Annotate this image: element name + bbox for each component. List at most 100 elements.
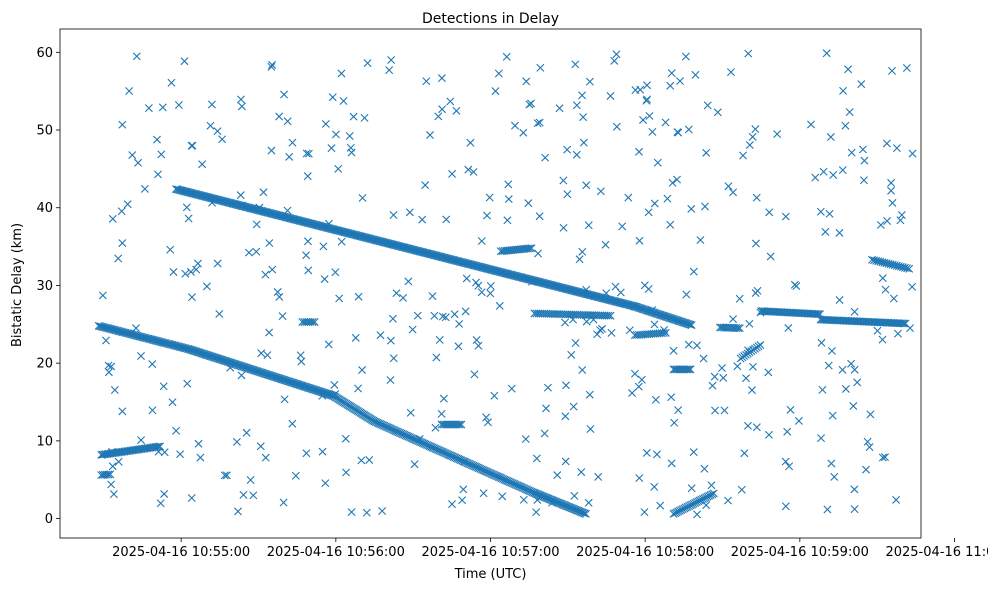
detection-point [244, 248, 253, 257]
detection-point [829, 171, 838, 179]
detection-point [878, 453, 887, 462]
detection-point [892, 495, 901, 504]
detection-point [726, 68, 735, 77]
detection-point [785, 462, 794, 471]
detection-point [733, 362, 742, 371]
detection-point [536, 63, 545, 72]
detection-point [207, 100, 216, 109]
detection-point [850, 485, 859, 494]
detection-point [304, 149, 313, 158]
detection-point [569, 315, 578, 324]
detection-point [472, 278, 481, 287]
detection-point [159, 382, 168, 391]
detection-point [612, 50, 621, 59]
detection-point [455, 420, 464, 429]
detection-point [724, 182, 733, 191]
detection-point [567, 350, 576, 359]
detection-point [454, 342, 463, 351]
detection-point [324, 340, 333, 349]
detection-point [656, 501, 665, 510]
detection-point [709, 489, 718, 498]
detection-point [354, 384, 363, 393]
detection-point [268, 265, 277, 274]
detection-point [302, 149, 311, 158]
detection-point [236, 95, 245, 104]
detection-point [643, 95, 652, 104]
detection-point [735, 294, 744, 303]
detection-point [319, 242, 328, 251]
detection-point [483, 211, 492, 220]
detection-point [308, 317, 317, 326]
detection-point [160, 448, 169, 457]
detection-point [324, 219, 333, 228]
detection-point [635, 474, 644, 483]
detection-point [242, 428, 251, 437]
detection-point [498, 492, 507, 501]
detection-point [102, 470, 111, 479]
x-tick-label: 2025-04-16 11:00:00 [885, 545, 988, 560]
detection-point [470, 370, 479, 379]
detection-point [132, 52, 141, 61]
detection-point [572, 150, 581, 159]
detection-point [389, 354, 398, 363]
detection-point [752, 193, 761, 202]
detection-point [519, 495, 528, 504]
detection-point [790, 280, 799, 289]
detection-point [426, 131, 435, 140]
detection-point [134, 158, 143, 167]
detection-point [578, 91, 587, 100]
detection-point [193, 259, 202, 268]
detection-point [533, 119, 542, 128]
detection-point [108, 462, 117, 471]
detection-point [765, 208, 774, 217]
detection-point [644, 208, 653, 217]
detection-point [410, 460, 419, 469]
detection-point [686, 365, 695, 374]
detection-point [847, 359, 856, 368]
detection-point [331, 130, 340, 139]
detection-point [117, 207, 126, 216]
detection-point [542, 404, 551, 413]
detection-point [745, 319, 754, 328]
detection-point [405, 208, 414, 217]
detection-point [349, 112, 358, 121]
detection-point [735, 324, 744, 333]
detection-point [882, 139, 891, 148]
detection-point [589, 315, 598, 324]
detection-point [102, 336, 110, 345]
detection-point [819, 167, 828, 176]
detection-point [865, 443, 874, 452]
detection-point [610, 56, 619, 65]
detection-point [434, 112, 443, 121]
detection-point [847, 148, 856, 157]
chart-title: Detections in Delay [422, 11, 559, 27]
detection-point [365, 455, 374, 464]
detection-point [708, 381, 717, 390]
detection-point [114, 457, 123, 466]
detection-point [748, 132, 757, 141]
detection-point [783, 427, 792, 436]
detection-point [218, 135, 227, 144]
detection-point [572, 101, 581, 110]
detection-point [331, 390, 340, 399]
detection-point [148, 360, 157, 369]
detection-point [541, 153, 550, 162]
detection-point [194, 439, 203, 448]
detection-point [873, 326, 882, 335]
detection-point [439, 394, 448, 403]
y-axis-label: Bistatic Delay (km) [10, 223, 25, 347]
y-tick-label: 0 [45, 512, 53, 527]
detection-point [642, 448, 651, 457]
detection-point [881, 285, 890, 294]
detection-point [452, 106, 461, 115]
detection-point [905, 264, 914, 273]
detection-point [160, 489, 169, 498]
detection-point [773, 130, 782, 139]
detection-point [323, 389, 332, 398]
detection-point [586, 425, 595, 433]
detection-point [676, 77, 685, 86]
detection-point [699, 354, 708, 363]
y-tick-label: 10 [36, 434, 53, 449]
detection-point [838, 365, 847, 374]
detection-point [261, 453, 270, 462]
